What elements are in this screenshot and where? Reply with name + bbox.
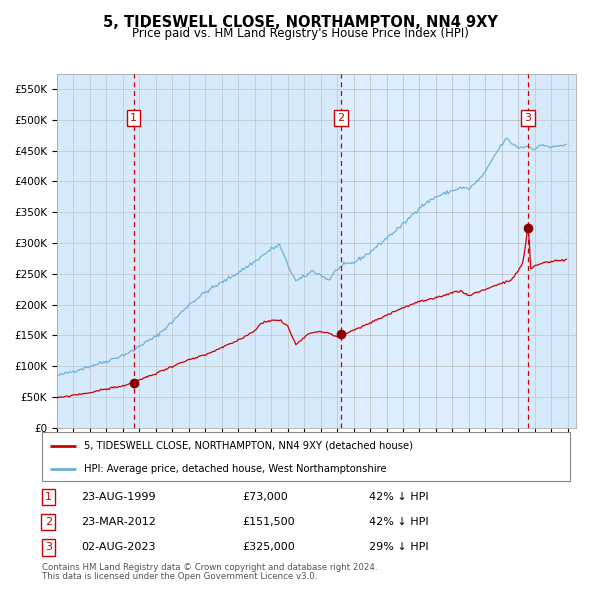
Text: 2: 2 [45,517,52,527]
Text: 3: 3 [524,113,532,123]
Text: Contains HM Land Registry data © Crown copyright and database right 2024.: Contains HM Land Registry data © Crown c… [42,563,377,572]
Text: 1: 1 [45,492,52,502]
Text: 5, TIDESWELL CLOSE, NORTHAMPTON, NN4 9XY: 5, TIDESWELL CLOSE, NORTHAMPTON, NN4 9XY [103,15,497,30]
Bar [134,74,341,428]
Text: 3: 3 [45,542,52,552]
Text: This data is licensed under the Open Government Licence v3.0.: This data is licensed under the Open Gov… [42,572,317,581]
Text: 5, TIDESWELL CLOSE, NORTHAMPTON, NN4 9XY (detached house): 5, TIDESWELL CLOSE, NORTHAMPTON, NN4 9XY… [84,441,413,451]
Text: £325,000: £325,000 [242,542,295,552]
Text: Price paid vs. HM Land Registry's House Price Index (HPI): Price paid vs. HM Land Registry's House … [131,27,469,40]
Text: HPI: Average price, detached house, West Northamptonshire: HPI: Average price, detached house, West… [84,464,387,474]
Text: £73,000: £73,000 [242,492,289,502]
Text: 1: 1 [130,113,137,123]
Text: 23-MAR-2012: 23-MAR-2012 [82,517,157,527]
Text: 2: 2 [337,113,344,123]
Text: 02-AUG-2023: 02-AUG-2023 [82,542,156,552]
Text: 42% ↓ HPI: 42% ↓ HPI [370,492,429,502]
Bar [341,74,528,428]
Bar [528,74,576,428]
Text: £151,500: £151,500 [242,517,295,527]
Text: 42% ↓ HPI: 42% ↓ HPI [370,517,429,527]
Text: 29% ↓ HPI: 29% ↓ HPI [370,542,429,552]
Text: 23-AUG-1999: 23-AUG-1999 [82,492,156,502]
Bar [57,74,134,428]
